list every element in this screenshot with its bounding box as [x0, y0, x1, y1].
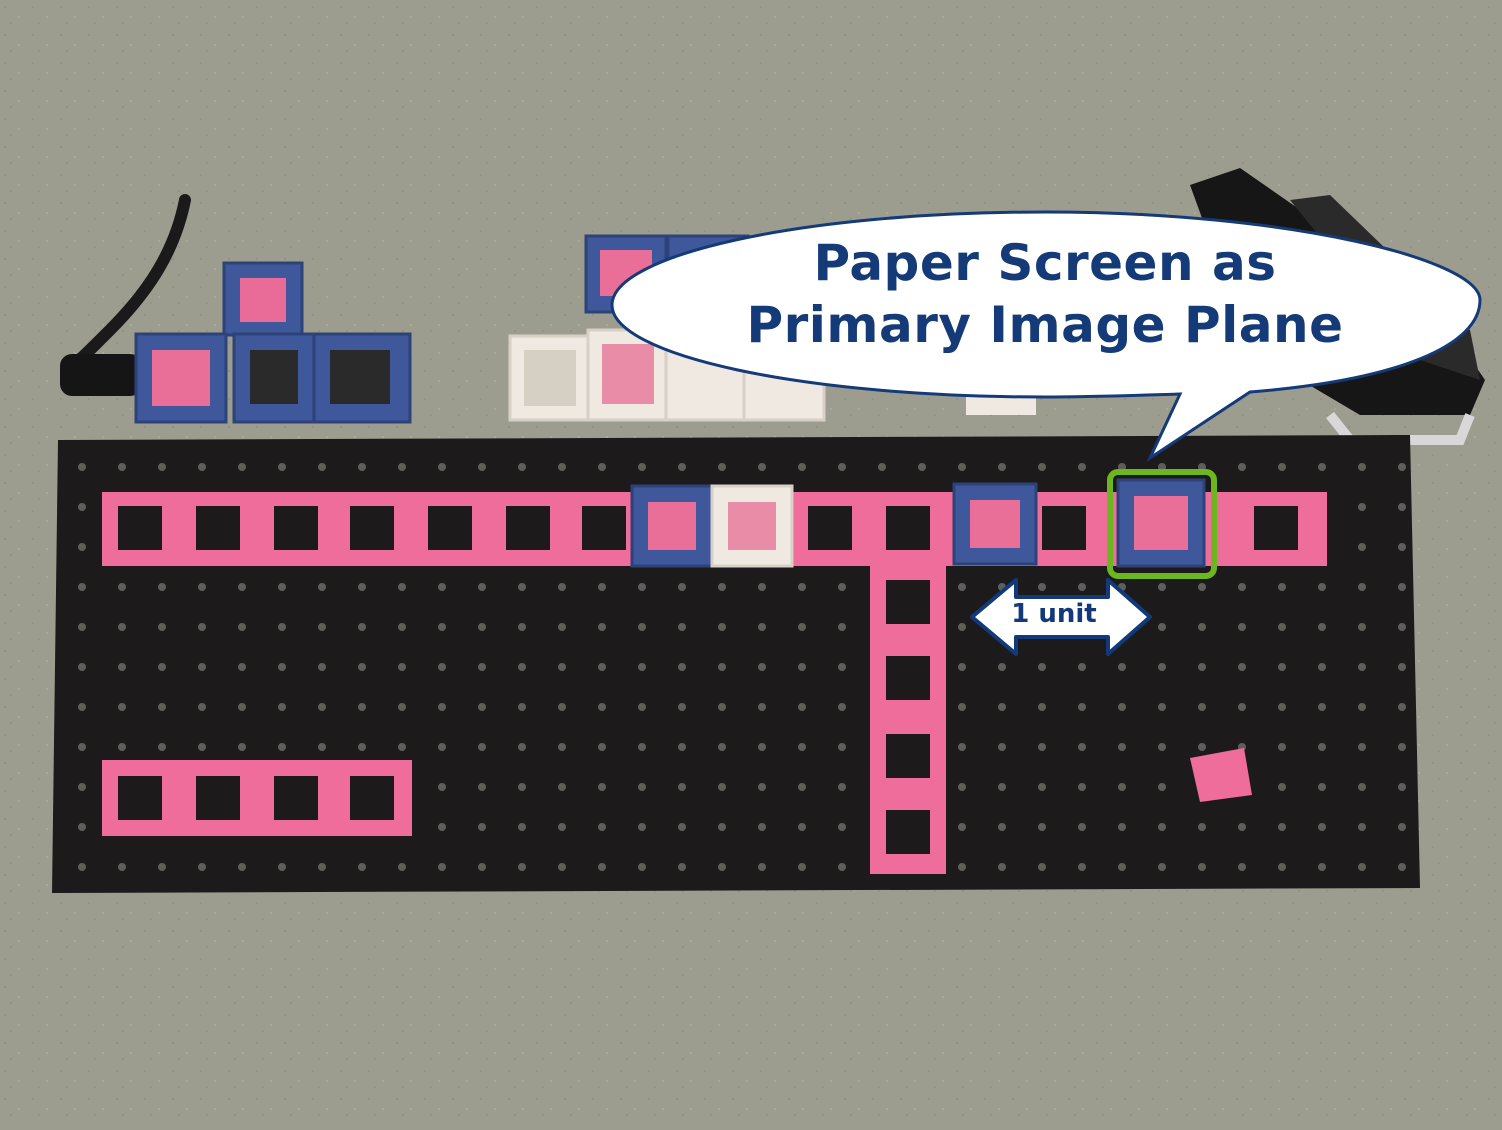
pink-rail-lower [102, 760, 412, 836]
callout-line-1: Paper Screen as [813, 234, 1277, 292]
callout-line-2: Primary Image Plane [746, 296, 1344, 354]
loose-cubes-left [134, 261, 412, 424]
callout-text: Paper Screen as Primary Image Plane [660, 232, 1430, 356]
highlight-box [1107, 469, 1217, 579]
pink-rail-vertical [870, 566, 946, 874]
unit-arrow [970, 578, 1152, 656]
callout-bubble [610, 210, 1482, 463]
small-pink-part [1190, 748, 1252, 802]
laser-module [60, 354, 142, 396]
mounted-cubes [630, 478, 1206, 568]
unit-arrow-label: 1 unit [1011, 599, 1097, 629]
